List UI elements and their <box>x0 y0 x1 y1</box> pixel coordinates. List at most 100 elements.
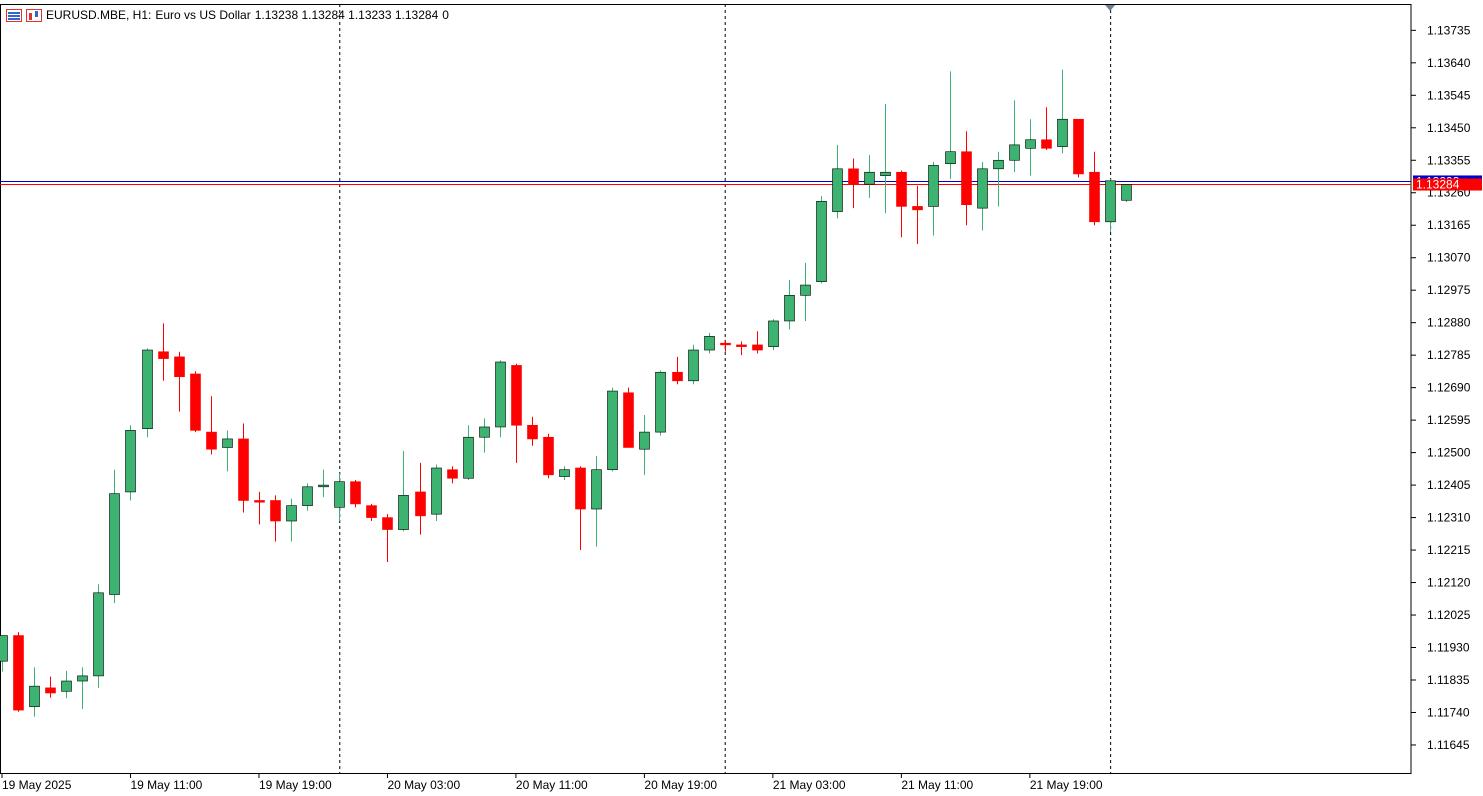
candle <box>415 462 426 535</box>
candle-body <box>527 424 538 440</box>
candle <box>61 670 72 699</box>
time-tick-label: 19 May 2025 <box>2 778 72 792</box>
candle-body <box>1073 118 1084 175</box>
candle <box>238 423 249 513</box>
candle <box>334 473 345 521</box>
candle <box>1009 100 1020 173</box>
candle-body <box>286 505 297 522</box>
chart-menu-icon[interactable] <box>6 8 22 22</box>
candle <box>286 498 297 542</box>
candle <box>29 667 40 717</box>
candle-body <box>720 342 731 346</box>
candle <box>174 351 185 412</box>
candle <box>1105 179 1116 233</box>
symbol-description: Euro vs US Dollar <box>155 8 251 22</box>
candle-body <box>398 495 409 530</box>
candle-body <box>0 635 8 662</box>
candle <box>1041 107 1052 151</box>
candle-body <box>254 500 265 503</box>
candle-body <box>415 491 426 517</box>
candle <box>655 370 666 436</box>
candle-body <box>928 165 939 207</box>
chart-bars-icon[interactable] <box>26 8 42 22</box>
price-tick-label: 1.12405 <box>1427 478 1471 492</box>
price-tick-label: 1.11740 <box>1427 705 1470 719</box>
candle-body <box>672 371 683 382</box>
time-tick-label: 19 May 11:00 <box>130 778 202 792</box>
candle <box>880 103 891 214</box>
candle <box>928 161 939 236</box>
candle-body <box>270 500 281 522</box>
time-axis: 19 May 2025 19 May 11:00 19 May 19:00 20 Ma… <box>1 773 1103 792</box>
candle-body <box>1041 139 1052 149</box>
candle <box>752 331 763 354</box>
candle-body <box>190 373 201 431</box>
candle-body <box>736 344 747 347</box>
candle-body <box>912 206 923 211</box>
candle-body <box>1121 184 1132 201</box>
price-tick-label: 1.12690 <box>1427 381 1471 395</box>
candle <box>206 396 217 455</box>
candle-body <box>655 371 666 433</box>
candle-body <box>511 365 522 426</box>
candle <box>816 196 827 284</box>
candle <box>77 667 88 710</box>
candle <box>1089 151 1100 226</box>
candle <box>1025 119 1036 176</box>
time-tick-label: 20 May 11:00 <box>516 778 588 792</box>
price-tick-label: 1.12880 <box>1427 316 1471 330</box>
candle-body <box>880 171 891 176</box>
price-lines <box>0 180 1411 186</box>
candle-body <box>382 517 393 530</box>
time-tick-label: 21 May 03:00 <box>773 778 846 792</box>
candle-body <box>961 151 972 206</box>
symbol-label: EURUSD.MBE, H1: <box>46 8 152 22</box>
price-tick-label: 1.13735 <box>1427 23 1471 37</box>
candle-body <box>479 426 490 438</box>
candle-body <box>77 675 88 682</box>
candles <box>0 69 1132 717</box>
candle <box>720 339 731 352</box>
candle-body <box>158 351 169 359</box>
candle-body <box>1057 118 1068 147</box>
header-extra: 0 <box>442 8 449 22</box>
candle <box>623 387 634 448</box>
candle <box>125 425 136 501</box>
candle <box>45 676 56 698</box>
candle-body <box>125 430 136 493</box>
candle-body <box>93 592 104 677</box>
candle <box>977 161 988 231</box>
candle <box>784 279 795 330</box>
candle <box>688 344 699 385</box>
candle-body <box>45 687 56 694</box>
candle-body <box>1009 144 1020 161</box>
candle <box>1057 69 1068 154</box>
candle-body <box>945 151 956 164</box>
candle <box>318 469 329 498</box>
candle <box>479 418 490 453</box>
bid-price-tag-label: 1.13284 <box>1416 178 1460 192</box>
candle-body <box>495 361 506 428</box>
candle-body <box>13 635 24 711</box>
candle-body <box>109 493 120 595</box>
candle-body <box>447 469 458 479</box>
time-tick-label: 20 May 03:00 <box>387 778 460 792</box>
candle-body <box>1025 139 1036 149</box>
time-tick-label: 19 May 19:00 <box>259 778 332 792</box>
candle-body <box>431 467 442 515</box>
chart-header: EURUSD.MBE, H1: Euro vs US Dollar 1.1323… <box>6 6 449 24</box>
candle <box>431 464 442 521</box>
candle-body <box>688 349 699 382</box>
candle-body <box>848 168 859 185</box>
candle-body <box>350 481 361 505</box>
price-tick-label: 1.13355 <box>1427 153 1471 167</box>
candle-body <box>1105 180 1116 223</box>
candle-body <box>366 505 377 518</box>
candle-body <box>334 481 345 508</box>
candle-body <box>206 431 217 450</box>
candle <box>527 416 538 446</box>
candle <box>591 456 602 547</box>
candle <box>945 71 956 180</box>
